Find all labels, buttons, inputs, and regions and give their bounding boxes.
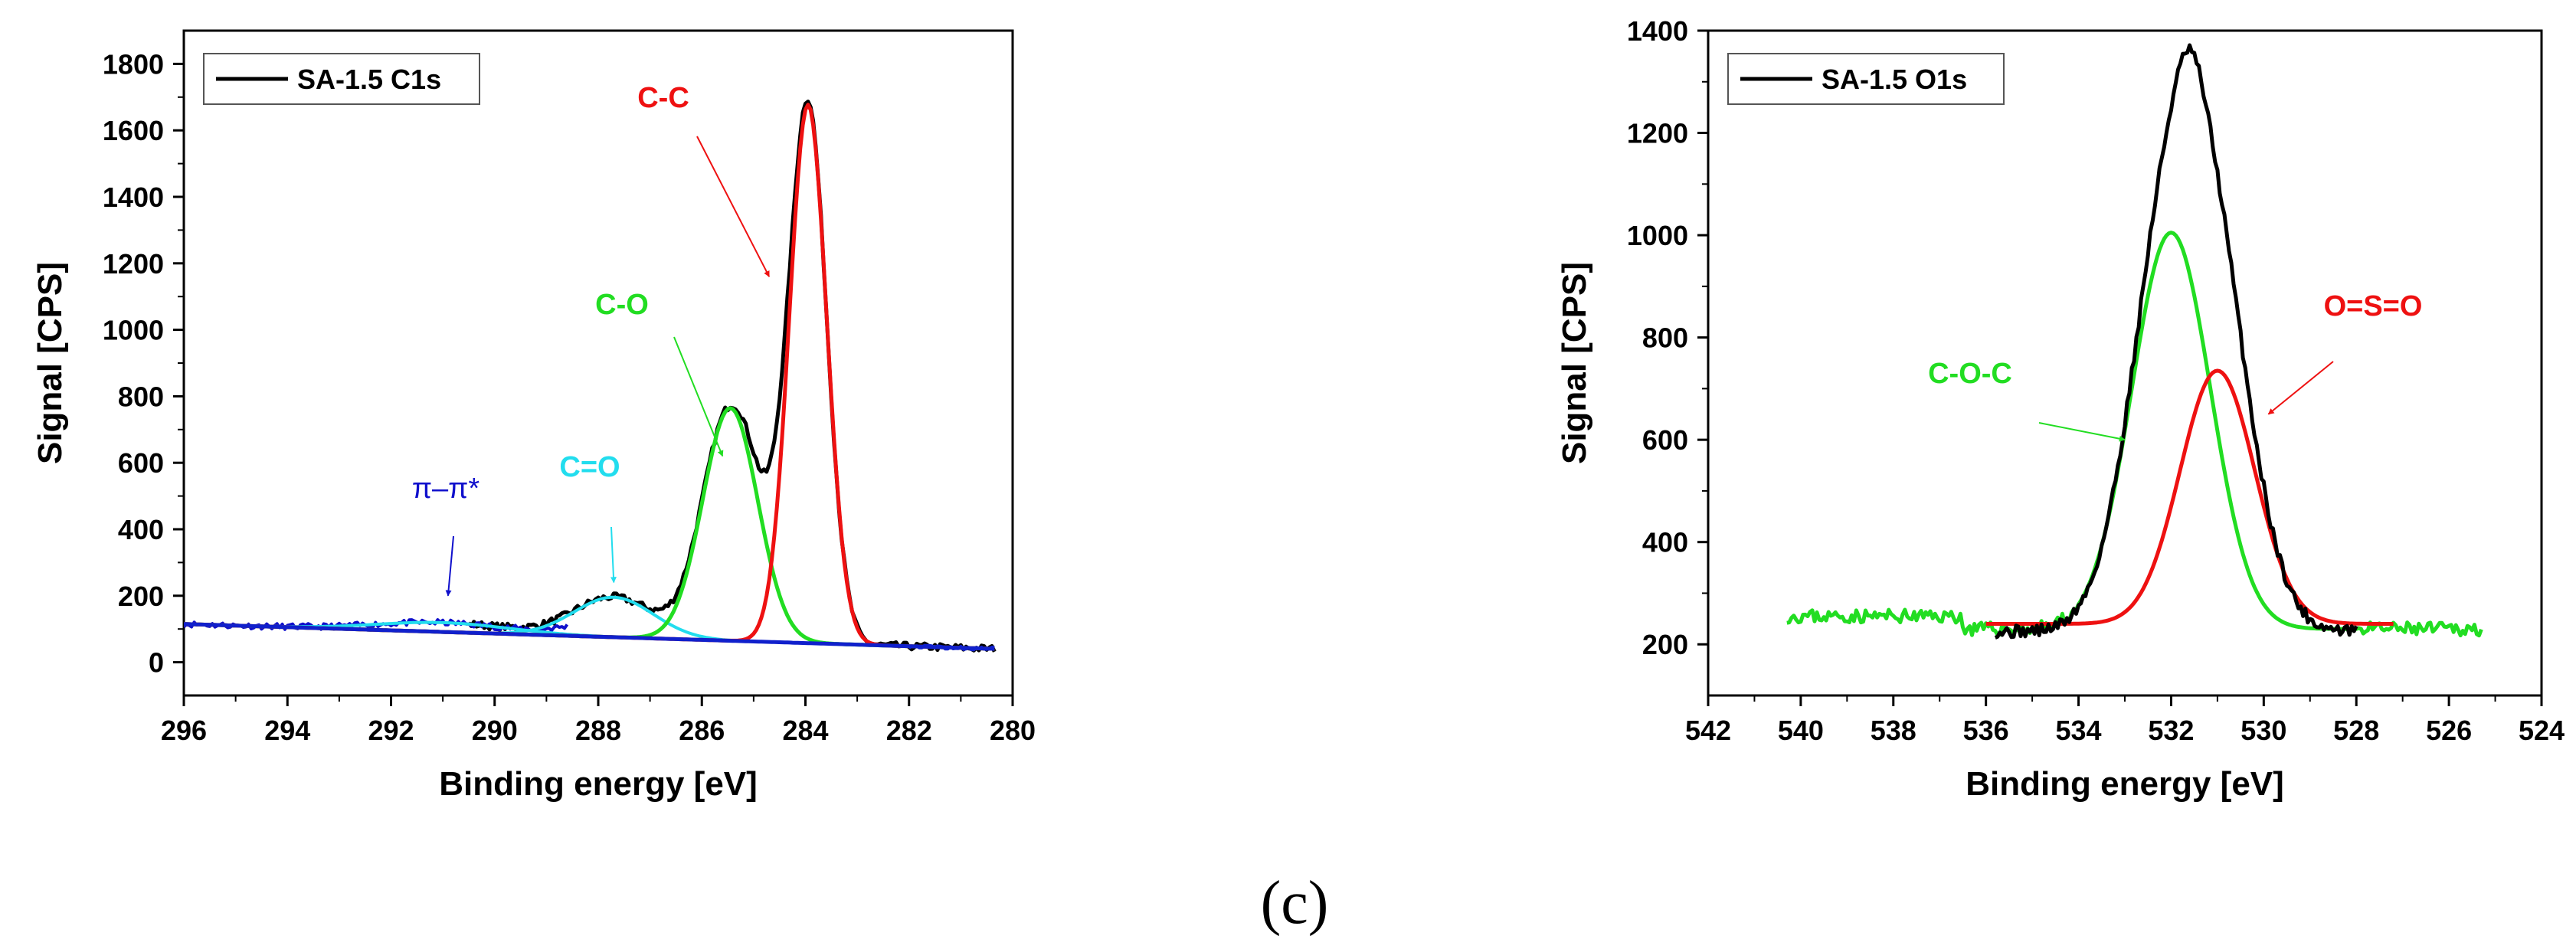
x-tick-label: 536: [1963, 715, 2009, 746]
x-tick-label: 532: [2148, 715, 2194, 746]
y-tick-label: 1000: [1627, 220, 1688, 251]
c-c-annotation-arrow: [696, 136, 771, 277]
y-tick-label: 200: [1642, 629, 1688, 660]
x-tick-label: 524: [2519, 715, 2565, 746]
y-axis-title: Signal [CPS]: [1556, 262, 1593, 464]
x-tick-label: 294: [264, 715, 310, 746]
y-axis-title: Signal [CPS]: [31, 262, 69, 464]
y-tick-label: 1400: [103, 182, 164, 213]
x-axis-title: Binding energy [eV]: [439, 765, 758, 803]
x-tick-label: 286: [679, 715, 725, 746]
y-tick-label: 800: [1642, 322, 1688, 354]
y-tick-label: 600: [118, 447, 164, 479]
c-o-c-annotation-arrow: [2038, 422, 2126, 442]
x-tick-label: 542: [1685, 715, 1731, 746]
x-tick-label: 296: [161, 715, 207, 746]
c-eq-o-annotation-arrow: [610, 526, 617, 584]
x-tick-label: 540: [1778, 715, 1824, 746]
x-tick-label: 282: [886, 715, 932, 746]
c-eq-o-fit-line: [184, 595, 995, 651]
y-tick-label: 400: [118, 514, 164, 545]
plot-area: [184, 100, 997, 653]
y-tick-label: 1800: [103, 48, 164, 80]
background-line: [184, 622, 995, 651]
c-o-c-fit-line: [1786, 231, 2483, 638]
o-s-o-annotation-arrow: [2267, 361, 2334, 415]
o-s-o-annotation-label: O=S=O: [2324, 290, 2423, 322]
y-tick-label: 1400: [1627, 15, 1688, 47]
y-tick-label: 1600: [103, 115, 164, 146]
x-tick-label: 526: [2426, 715, 2472, 746]
y-tick-label: 1200: [1627, 118, 1688, 149]
legend-label: SA-1.5 C1s: [297, 64, 441, 95]
pi-pi-star-annotation-arrow: [445, 535, 454, 597]
y-tick-label: 1000: [103, 315, 164, 346]
y-tick-label: 0: [149, 647, 164, 679]
x-tick-label: 538: [1871, 715, 1916, 746]
x-tick-label: 290: [472, 715, 518, 746]
o-s-o-fit-line: [1985, 368, 2394, 626]
c1s-measured-line: [466, 100, 997, 653]
plot-frame: [1707, 29, 2543, 697]
x-axis-title: Binding energy [eV]: [1966, 765, 2284, 803]
y-tick-label: 200: [118, 581, 164, 612]
y-tick-label: 600: [1642, 424, 1688, 456]
c1s-raw-low-be-line: [908, 643, 995, 652]
x-tick-label: 528: [2333, 715, 2379, 746]
pi-pi-star-annotation-label: π–π*: [412, 473, 480, 505]
c-o-annotation-arrow: [673, 336, 724, 457]
legend-label: SA-1.5 O1s: [1822, 64, 1967, 95]
o1s-panel: 542 540 538 536 534 532 530 528 526 524 200 400 600 8…: [1556, 15, 2565, 803]
c-o-fit-line: [184, 406, 995, 651]
c-c-annotation-label: C-C: [637, 82, 689, 114]
x-tick-label: 534: [2056, 715, 2102, 746]
x-tick-label: 292: [368, 715, 414, 746]
x-tick-label: 530: [2240, 715, 2286, 746]
o1s-measured-line: [1994, 43, 2358, 640]
x-tick-label: 284: [782, 715, 828, 746]
y-tick-label: 1200: [103, 248, 164, 280]
plot-area: [1786, 43, 2483, 640]
y-tick-label: 800: [118, 381, 164, 412]
c-o-c-annotation-label: C-O-C: [1928, 358, 2012, 390]
c1s-panel: 296 294 292 290 288 286 284 282 280 0 200 400 600 800…: [31, 29, 1036, 803]
c-c-fit-line: [184, 103, 995, 651]
x-tick-label: 288: [575, 715, 621, 746]
x-tick-label: 280: [990, 715, 1036, 746]
y-tick-label: 400: [1642, 527, 1688, 558]
figure-caption: (c): [1261, 869, 1329, 937]
c-eq-o-annotation-label: C=O: [559, 451, 620, 483]
c-o-annotation-label: C-O: [595, 289, 649, 321]
